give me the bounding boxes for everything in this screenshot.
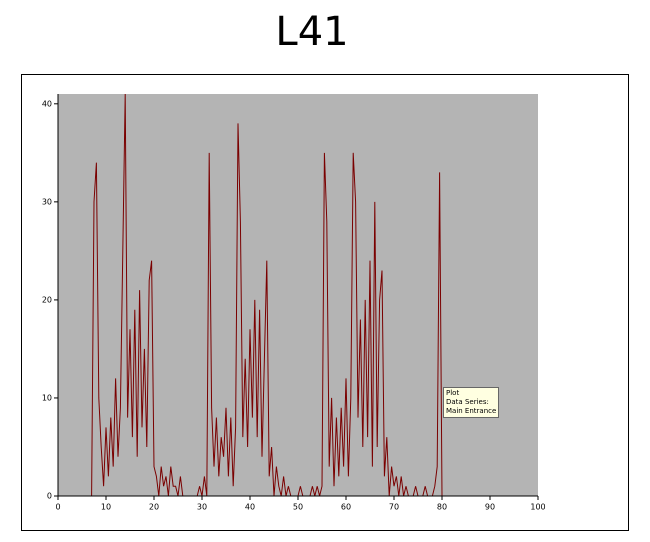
x-tick-label: 70 xyxy=(389,503,399,512)
data-line xyxy=(91,93,443,497)
y-tick-label: 40 xyxy=(42,99,52,108)
y-tick-label: 0 xyxy=(47,492,52,501)
x-tick-label: 40 xyxy=(245,503,255,512)
x-tick-label: 30 xyxy=(197,503,207,512)
x-tick-label: 80 xyxy=(437,503,447,512)
tooltip: Plot Data Series: Main Entrance xyxy=(443,387,499,418)
plot-area: 0 10 20 30 40 0 10 20 30 40 50 60 70 80 90 100 xyxy=(42,93,546,512)
x-tick-label: 60 xyxy=(341,503,351,512)
y-tick-label: 20 xyxy=(42,295,52,304)
plot-background xyxy=(58,94,538,496)
y-tick-label: 10 xyxy=(42,393,52,402)
tooltip-box xyxy=(443,387,499,418)
x-tick-label: 90 xyxy=(485,503,495,512)
y-tick-label: 30 xyxy=(42,197,52,206)
x-tick-label: 100 xyxy=(530,503,545,512)
x-tick-label: 0 xyxy=(55,503,60,512)
tooltip-text: Data Series: xyxy=(446,398,489,406)
x-tick-label: 50 xyxy=(293,503,303,512)
chart-title: L41 xyxy=(275,9,348,55)
x-tick-label: 20 xyxy=(149,503,159,512)
tooltip-text: Plot xyxy=(446,389,459,397)
x-tick-label: 10 xyxy=(101,503,111,512)
tooltip-text: Main Entrance xyxy=(446,407,496,415)
